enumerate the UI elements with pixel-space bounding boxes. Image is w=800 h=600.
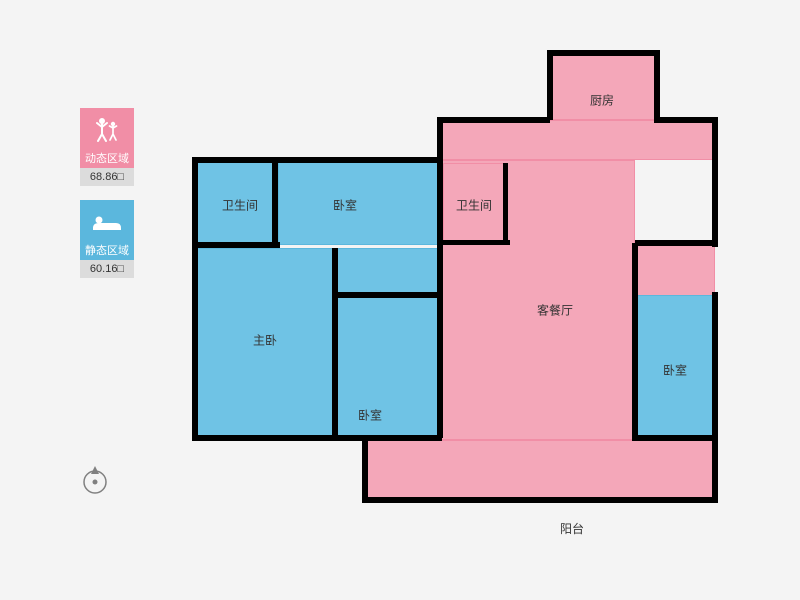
wall-21	[437, 160, 443, 438]
room-balcony	[365, 440, 715, 500]
wall-4	[547, 50, 657, 56]
legend-dynamic-label: 动态区域	[80, 150, 134, 168]
people-icon	[92, 114, 122, 144]
wall-2	[437, 117, 550, 123]
room-label-bed_right: 卧室	[663, 362, 687, 379]
wall-9	[712, 292, 718, 442]
wall-14	[712, 438, 718, 500]
external-label-0: 阳台	[560, 520, 584, 537]
legend-dynamic-color	[80, 108, 134, 150]
wall-3	[547, 50, 553, 120]
wall-6	[654, 117, 715, 123]
wall-0	[195, 157, 440, 163]
wall-18	[195, 242, 280, 248]
floor-plan: 厨房客餐厅卫生间卫生间卧室主卧卧室卧室	[195, 50, 745, 550]
legend-static-label: 静态区域	[80, 242, 134, 260]
wall-5	[654, 50, 660, 120]
room-label-bath1: 卫生间	[222, 197, 258, 214]
wall-11	[362, 435, 442, 441]
wall-10	[632, 435, 718, 441]
wall-19	[332, 248, 338, 438]
legend-static-value: 60.16□	[80, 260, 134, 278]
room-label-bed_mid: 卧室	[358, 407, 382, 424]
wall-7	[712, 117, 718, 247]
legend-dynamic-value: 68.86□	[80, 168, 134, 186]
wall-1	[437, 120, 443, 163]
wall-17	[272, 160, 278, 245]
wall-22	[440, 240, 510, 245]
wall-24	[632, 243, 638, 441]
room-label-bed_top: 卧室	[333, 197, 357, 214]
room-bed_mid	[335, 295, 440, 438]
wall-16	[192, 435, 365, 441]
room-kitchen	[550, 50, 655, 120]
wall-20	[332, 292, 440, 298]
legend-static-color	[80, 200, 134, 242]
compass-icon	[75, 460, 115, 505]
room-label-master: 主卧	[253, 332, 277, 349]
room-label-kitchen: 厨房	[590, 92, 614, 109]
wall-12	[362, 435, 368, 500]
room-label-living: 客餐厅	[537, 302, 573, 319]
sleep-icon	[90, 206, 124, 236]
wall-23	[503, 163, 508, 243]
room-corridor_top	[440, 120, 715, 160]
wall-15	[192, 157, 198, 440]
room-label-bath2: 卫生间	[456, 197, 492, 214]
legend-static: 静态区域 60.16□	[80, 200, 134, 278]
wall-8	[635, 240, 718, 246]
legend-dynamic: 动态区域 68.86□	[80, 108, 134, 186]
wall-13	[362, 497, 718, 503]
room-bed_top	[278, 160, 438, 245]
room-corridor_l	[335, 248, 440, 295]
